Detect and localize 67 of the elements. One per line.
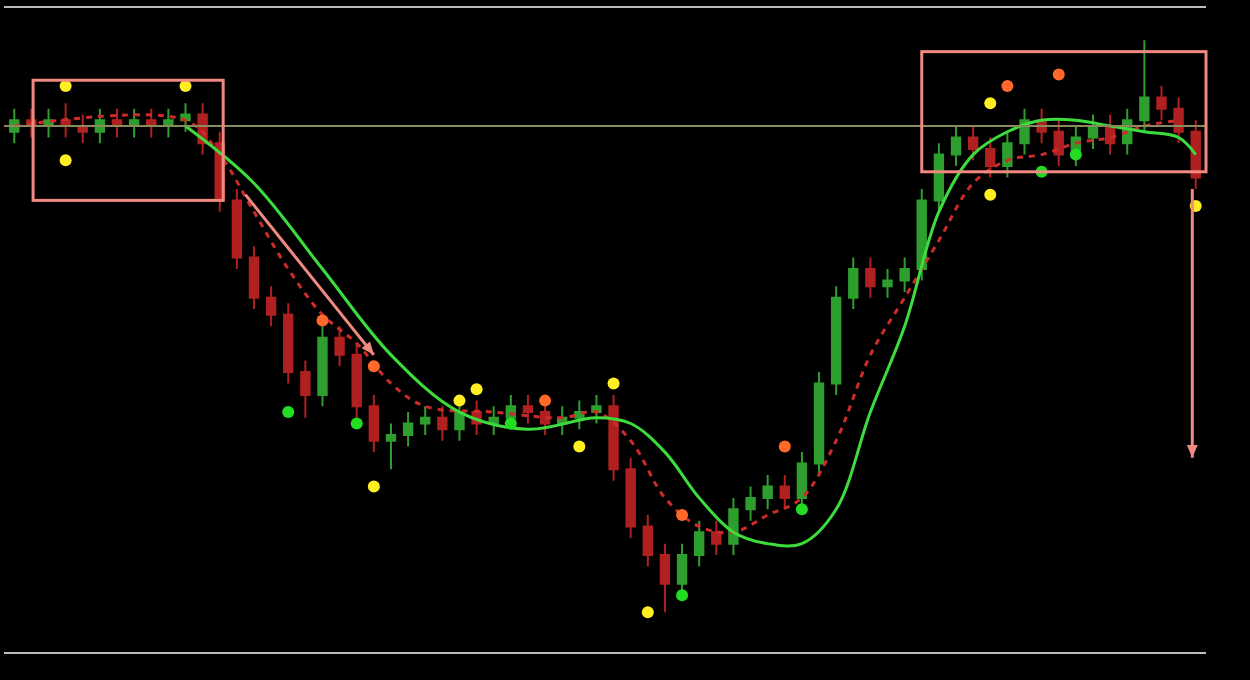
candlestick (163, 107, 174, 139)
point (470, 383, 483, 396)
candlestick (950, 125, 962, 168)
point (1052, 68, 1065, 81)
candlestick (437, 405, 448, 442)
candlestick (728, 496, 739, 557)
candlestick (1139, 39, 1150, 133)
point (641, 606, 654, 619)
candlestick (248, 245, 260, 311)
candlestick (128, 107, 140, 139)
candlestick (693, 519, 705, 568)
point (59, 154, 72, 167)
candlestick (625, 456, 636, 539)
candlestick (111, 107, 123, 139)
candlestick (659, 542, 671, 614)
candlestick (591, 393, 602, 425)
candlestick (933, 142, 945, 213)
point (984, 188, 997, 201)
candlestick (882, 268, 893, 299)
point (1069, 148, 1082, 161)
point (367, 360, 380, 373)
point (1001, 79, 1014, 92)
point (539, 394, 552, 407)
point (367, 480, 380, 493)
point (350, 417, 363, 430)
candlestick (967, 125, 979, 162)
candlestick (283, 302, 294, 385)
candlestick (865, 256, 876, 299)
candlestick (779, 474, 790, 511)
candlestick (488, 405, 499, 436)
candlestick (368, 393, 380, 454)
candlestick (77, 113, 88, 145)
point (504, 417, 517, 430)
point (778, 440, 791, 453)
candlestick (899, 256, 910, 293)
candlestick (334, 325, 345, 368)
point (676, 509, 689, 522)
candlestick (642, 514, 653, 568)
candlestick (265, 285, 277, 328)
point (282, 406, 295, 419)
candlestick (402, 411, 414, 448)
candlestick (420, 405, 431, 436)
point (316, 314, 329, 327)
point (795, 503, 808, 516)
candlestick (180, 102, 191, 133)
point (676, 589, 689, 602)
candlestick (385, 422, 397, 471)
candlestick (745, 485, 756, 522)
candlestick (848, 256, 859, 311)
candlestick (813, 371, 825, 476)
candlestick (1156, 84, 1167, 122)
candlestick (1002, 130, 1013, 179)
point (984, 97, 997, 110)
candlestick (522, 393, 534, 425)
candlestick (1053, 119, 1064, 168)
candlestick (231, 187, 243, 271)
candlestick (985, 136, 996, 179)
candlestick (711, 519, 722, 557)
point (573, 440, 586, 453)
candlestick (1173, 96, 1184, 145)
candlestick (608, 393, 619, 482)
candlestick (762, 474, 773, 511)
candlestick (574, 399, 585, 431)
point (453, 394, 466, 407)
point (607, 377, 620, 390)
candlestick (300, 359, 311, 419)
candlestick (830, 285, 842, 396)
